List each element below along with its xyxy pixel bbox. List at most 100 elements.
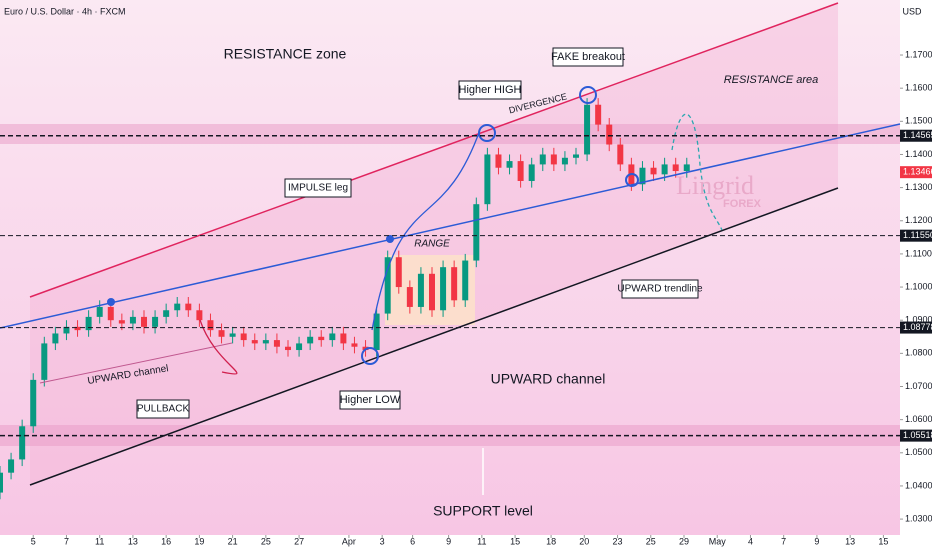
candle-body [606, 124, 613, 145]
candle-body [174, 303, 181, 311]
annotation: RESISTANCE zone [224, 46, 347, 62]
y-tick-label: 1.16000 [905, 83, 932, 93]
candle-body [218, 330, 225, 337]
y-tick-label: 1.03000 [905, 513, 932, 523]
candle-body [506, 161, 513, 168]
candle-body [129, 316, 136, 324]
x-tick-label: 15 [878, 536, 888, 546]
price-tag [900, 321, 932, 334]
label-box [552, 47, 624, 67]
candle-body [251, 340, 258, 344]
candle-body [617, 144, 624, 165]
candle-body [417, 273, 424, 307]
price-tag-label: 1.11550 [903, 230, 932, 240]
candle-body [19, 426, 26, 460]
x-tick-label: 6 [410, 536, 415, 546]
y-tick-label: 1.17000 [905, 49, 932, 59]
currency: USD [902, 6, 922, 16]
candle-body [8, 459, 15, 473]
x-tick-label: 25 [261, 536, 271, 546]
projection-path [671, 113, 723, 231]
candle-body [163, 310, 170, 317]
x-tick-label: 13 [128, 536, 138, 546]
x-tick-label: 13 [845, 536, 855, 546]
candle-body [185, 303, 192, 311]
candle-body [41, 343, 48, 380]
label-box [136, 399, 190, 419]
candle-body [373, 313, 380, 351]
candle-body [63, 326, 70, 334]
candle-body [550, 154, 557, 165]
y-tick-label: 1.12000 [905, 215, 932, 225]
candle-body [52, 333, 59, 344]
x-tick-label: 19 [194, 536, 204, 546]
pivot-circle [579, 86, 597, 104]
candle-body [650, 167, 657, 175]
price-tag [900, 429, 932, 442]
y-tick-label: 1.07000 [905, 381, 932, 391]
annotation: Higher HIGH [459, 84, 522, 96]
annotation: UPWARD channel [491, 371, 606, 387]
label-box [339, 390, 401, 410]
pivot-dot [386, 235, 394, 243]
annotation: RESISTANCE area [724, 74, 819, 86]
candle-body [462, 260, 469, 301]
pivot-dot [107, 298, 115, 306]
candle-body [539, 154, 546, 165]
y-tick-label: 1.10000 [905, 281, 932, 291]
x-tick-label: May [709, 536, 727, 546]
price-tag [900, 229, 932, 242]
candle-body [495, 154, 502, 168]
candle-body [30, 379, 37, 427]
candle-body [307, 336, 314, 344]
candle-body [429, 273, 435, 311]
candle-body [296, 343, 303, 351]
x-tick-label: 4 [748, 536, 753, 546]
chart-title: Euro / U.S. Dollar · 4h · FXCM [4, 6, 126, 16]
candle-body [107, 306, 114, 321]
candle-body [473, 204, 480, 261]
y-tick-label: 1.08000 [905, 348, 932, 358]
candle-body [683, 164, 690, 172]
upward-trendline [0, 123, 901, 329]
brand: Lingrid [676, 171, 754, 200]
y-tick-label: 1.15000 [905, 116, 932, 126]
price-tag-label: 1.05518 [903, 430, 932, 440]
candle-body [672, 164, 679, 172]
candle-body [85, 316, 92, 331]
candle-body [318, 336, 325, 341]
x-tick-label: 7 [64, 536, 69, 546]
candle-body [561, 157, 568, 165]
time-axis [0, 535, 900, 550]
y-tick-label: 1.14000 [905, 149, 932, 159]
x-tick-label: 16 [161, 536, 171, 546]
y-tick-label: 1.11000 [905, 248, 932, 258]
pullback-arrow [199, 319, 238, 375]
candle-body [440, 267, 447, 311]
x-tick-label: 9 [814, 536, 819, 546]
channel-top [29, 2, 839, 298]
annotation: RANGE [414, 239, 450, 250]
current-price-tag [900, 166, 932, 179]
price-tag [900, 129, 932, 142]
annotation: IMPULSE leg [288, 183, 348, 194]
candle-body [406, 287, 413, 307]
annotation: SUPPORT level [433, 503, 533, 519]
price-axis [900, 0, 932, 550]
candle-body [340, 333, 347, 344]
candle-body [528, 164, 535, 181]
x-tick-label: 11 [95, 536, 104, 546]
candle-body [395, 257, 402, 288]
x-tick-label: 25 [646, 536, 656, 546]
candle-body [329, 333, 336, 341]
x-tick-label: 23 [613, 536, 623, 546]
candle-body [196, 310, 203, 321]
label-box [284, 178, 352, 198]
x-tick-label: 3 [380, 536, 385, 546]
candle-body [0, 472, 3, 493]
candle-body [517, 161, 524, 181]
channel-fill [30, 3, 838, 485]
resistance-band [0, 124, 900, 144]
x-tick-label: Apr [342, 536, 356, 546]
